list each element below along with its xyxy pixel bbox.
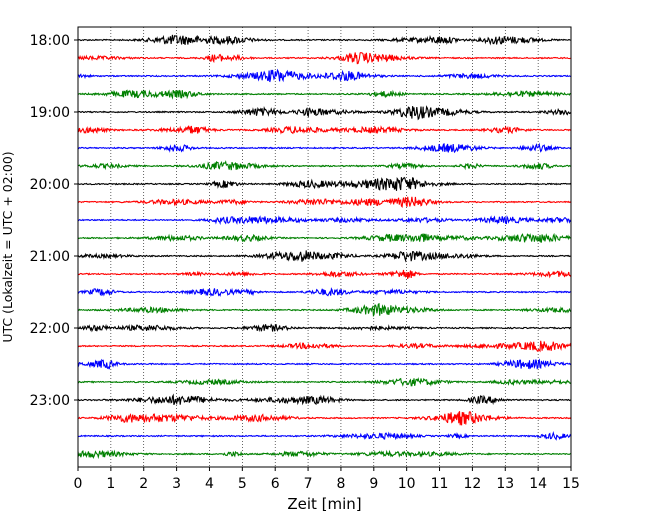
plot-frame: [77, 26, 572, 468]
x-tick-label: 10: [398, 476, 416, 492]
y-tick-label: 19:00: [30, 105, 70, 121]
x-tick-label: 12: [463, 476, 481, 492]
y-tick-label: 23:00: [30, 393, 70, 409]
trace-2145: [77, 302, 572, 318]
y-tick-label: 21:00: [30, 249, 70, 265]
trace-2030: [77, 215, 572, 226]
y-axis: 18:00 19:00 20:00 21:00 22:00 23:00: [30, 33, 78, 409]
x-tick-label: 5: [238, 476, 247, 492]
trace-1915: [77, 125, 572, 135]
y-tick-label: 20:00: [30, 177, 70, 193]
y-tick-label: 18:00: [30, 33, 70, 49]
x-axis-label: Zeit [min]: [287, 495, 361, 513]
trace-1900: [77, 105, 572, 121]
x-tick-label: 7: [304, 476, 313, 492]
trace-2330: [77, 431, 572, 441]
trace-2100: [77, 250, 571, 263]
trace-1945: [77, 160, 572, 171]
x-tick-label: 0: [74, 476, 83, 492]
trace-2300: [77, 393, 572, 406]
x-tick-label: 8: [336, 476, 345, 492]
trace-1930: [77, 142, 572, 154]
seismic-traces: [77, 34, 572, 460]
y-tick-label: 22:00: [30, 321, 70, 337]
x-tick-label: 14: [529, 476, 547, 492]
trace-2130: [77, 287, 571, 297]
trace-2000: [77, 176, 572, 191]
trace-1800: [77, 34, 571, 46]
x-tick-label: 9: [369, 476, 378, 492]
x-tick-label: 6: [271, 476, 280, 492]
y-axis-label: UTC (Lokalzeit = UTC + 02:00): [0, 151, 15, 342]
trace-2230: [77, 358, 572, 370]
x-tick-label: 13: [496, 476, 514, 492]
x-tick-label: 3: [172, 476, 181, 492]
trace-2315: [77, 410, 572, 426]
trace-2215: [77, 340, 572, 353]
trace-2345: [77, 449, 572, 460]
trace-2015: [77, 196, 572, 208]
trace-2200: [77, 323, 571, 333]
grid-lines: [110, 27, 539, 467]
plot-background: [78, 27, 571, 467]
trace-1845: [77, 89, 572, 100]
trace-1815: [77, 52, 571, 65]
x-tick-label: 11: [431, 476, 449, 492]
trace-2115: [77, 269, 572, 279]
x-tick-label: 2: [139, 476, 148, 492]
x-tick-label: 1: [106, 476, 115, 492]
x-tick-label: 4: [205, 476, 214, 492]
trace-2245: [77, 377, 572, 387]
trace-1830: [78, 68, 572, 83]
trace-2045: [77, 232, 571, 243]
x-axis: 0 1 2 3 4 5 6 7 8 9 10 11 12 13 14 15: [74, 467, 580, 492]
x-tick-label: 15: [562, 476, 580, 492]
